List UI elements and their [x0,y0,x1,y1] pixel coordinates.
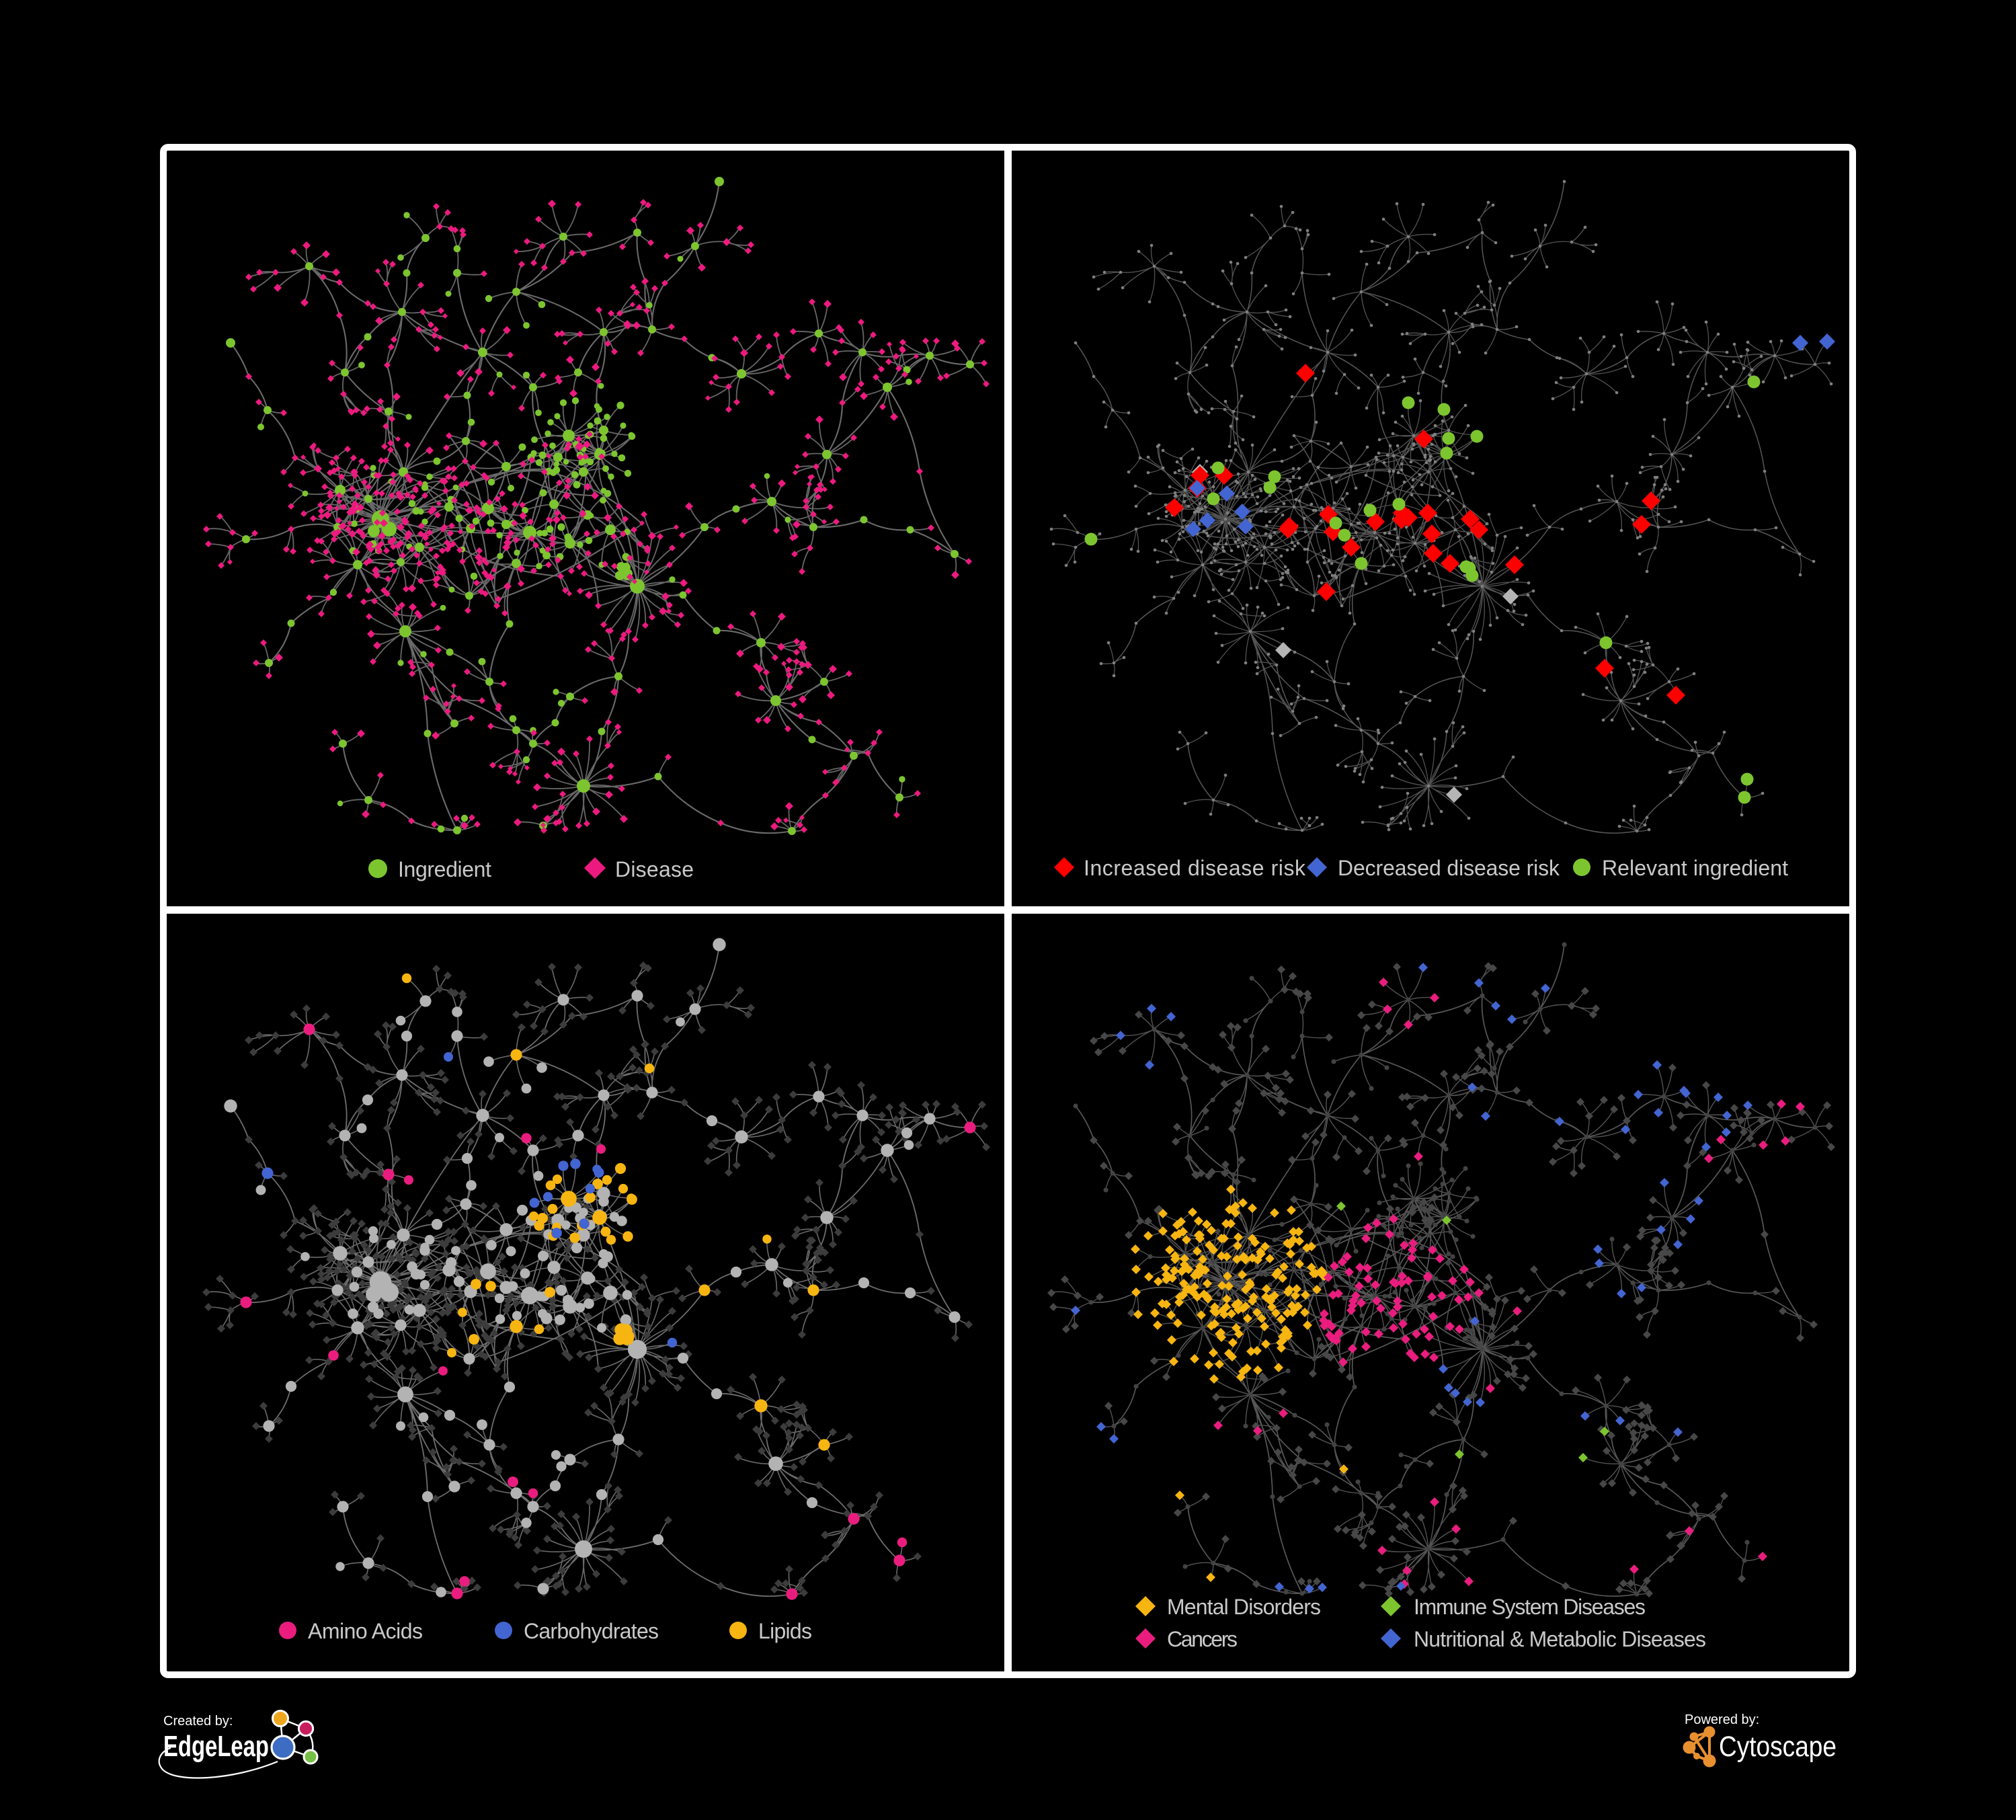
svg-text:Powered by:: Powered by: [1685,1712,1759,1727]
svg-text:Relevant ingredient: Relevant ingredient [1602,856,1788,880]
svg-text:Immune System Diseases: Immune System Diseases [1414,1595,1646,1619]
svg-text:Lipids: Lipids [758,1619,812,1643]
svg-text:Mental Disorders: Mental Disorders [1167,1595,1321,1619]
svg-text:Nutritional & Metabolic Diseas: Nutritional & Metabolic Diseases [1414,1627,1706,1651]
svg-text:Cancers: Cancers [1167,1627,1238,1651]
svg-text:Increased disease risk: Increased disease risk [1084,856,1306,880]
svg-text:Decreased disease risk: Decreased disease risk [1338,856,1560,880]
svg-text:Carbohydrates: Carbohydrates [524,1619,659,1643]
svg-text:Ingredient: Ingredient [398,857,491,881]
svg-text:Amino Acids: Amino Acids [308,1619,423,1643]
svg-text:EdgeLeap: EdgeLeap [163,1730,269,1763]
svg-text:Disease: Disease [615,857,694,881]
svg-text:Cytoscape: Cytoscape [1719,1731,1837,1763]
svg-text:Created by:: Created by: [163,1714,233,1729]
